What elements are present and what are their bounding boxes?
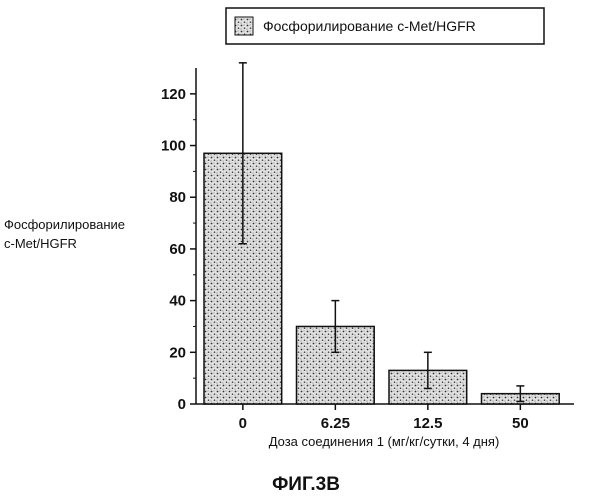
x-tick-label: 12.5 (413, 415, 442, 432)
legend-entry: Фосфорилирование c-Met/HGFR (263, 18, 476, 34)
y-tick-label: 60 (169, 241, 186, 258)
y-tick-label: 120 (161, 86, 186, 103)
y-ticks: 0 20 40 60 80 100 120 (161, 86, 196, 413)
legend-swatch (235, 17, 253, 35)
x-tick-label: 50 (512, 415, 529, 432)
y-tick-label: 40 (169, 293, 186, 310)
y-axis-label-line1: Фосфорилирование (4, 217, 125, 232)
x-axis-label: Доза соединения 1 (мг/кг/сутки, 4 дня) (269, 434, 500, 449)
x-ticks: 0 6.25 12.5 50 (239, 404, 529, 432)
y-axis-label-line2: c-Met/HGFR (4, 236, 77, 251)
y-tick-label: 20 (169, 344, 186, 361)
figure-label: ФИГ.3B (272, 474, 340, 495)
x-tick-label: 0 (239, 415, 247, 432)
x-tick-label: 6.25 (321, 415, 350, 432)
y-tick-label: 80 (169, 189, 186, 206)
legend: Фосфорилирование c-Met/HGFR (226, 8, 544, 44)
y-tick-label: 100 (161, 138, 186, 155)
bars (204, 63, 559, 404)
y-tick-label: 0 (178, 396, 186, 413)
